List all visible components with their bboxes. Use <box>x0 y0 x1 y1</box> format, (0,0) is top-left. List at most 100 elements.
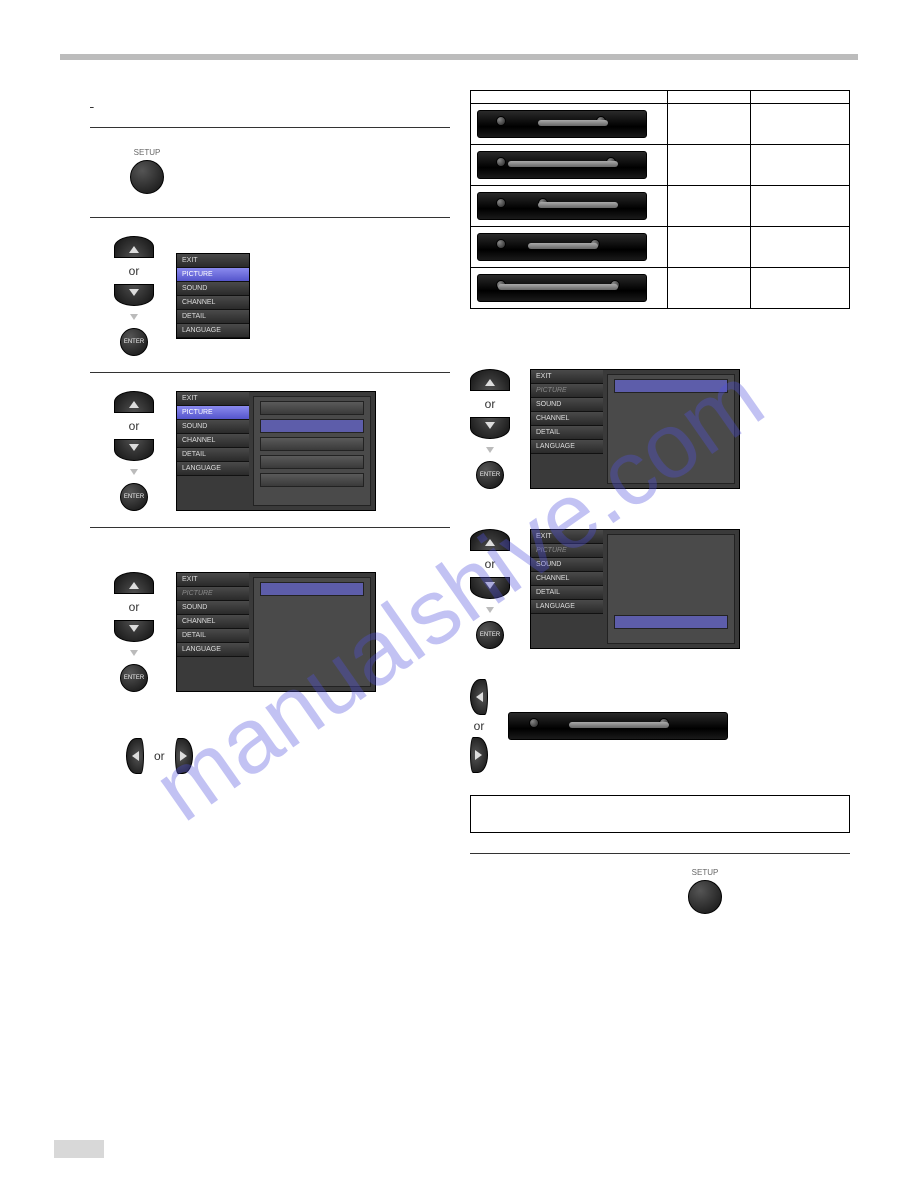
enter-button[interactable]: ENTER <box>120 328 148 356</box>
up-button[interactable] <box>470 369 510 391</box>
menu-item-detail[interactable]: DETAIL <box>177 629 249 643</box>
table-row <box>471 268 850 309</box>
menu-item-exit[interactable]: EXIT <box>531 530 603 544</box>
or-label: or <box>485 557 496 571</box>
osd-row <box>260 401 364 415</box>
up-button[interactable] <box>114 236 154 258</box>
osd-row <box>260 473 364 487</box>
separator <box>90 217 450 218</box>
setup-label: SETUP <box>130 148 164 157</box>
setup-button[interactable] <box>130 160 164 194</box>
menu-item-exit[interactable]: EXIT <box>177 254 249 268</box>
flow-arrow-icon <box>486 447 494 453</box>
table-row <box>471 104 850 145</box>
or-label: or <box>129 419 140 433</box>
left-button[interactable] <box>126 738 144 774</box>
menu-item-language[interactable]: LANGUAGE <box>177 324 249 338</box>
right-button[interactable] <box>470 737 488 773</box>
or-label: or <box>485 397 496 411</box>
menu-item-language[interactable]: LANGUAGE <box>177 462 249 476</box>
separator <box>90 527 450 528</box>
osd-row <box>614 379 728 393</box>
menu-item-exit[interactable]: EXIT <box>177 573 249 587</box>
enter-button[interactable]: ENTER <box>120 664 148 692</box>
menu-item-picture[interactable]: PICTURE <box>177 587 249 601</box>
menu-item-detail[interactable]: DETAIL <box>177 448 249 462</box>
setup-button[interactable] <box>688 880 722 914</box>
down-button[interactable] <box>470 417 510 439</box>
enter-button[interactable]: ENTER <box>476 461 504 489</box>
menu-item-channel[interactable]: CHANNEL <box>531 412 603 426</box>
menu-item-sound[interactable]: SOUND <box>531 558 603 572</box>
or-label: or <box>129 600 140 614</box>
flow-arrow-icon <box>130 469 138 475</box>
table-header <box>668 91 751 104</box>
osd-row <box>260 437 364 451</box>
flow-arrow-icon <box>130 650 138 656</box>
menu-item-exit[interactable]: EXIT <box>531 370 603 384</box>
menu-item-sound[interactable]: SOUND <box>177 420 249 434</box>
menu-item-detail[interactable]: DETAIL <box>177 310 249 324</box>
menu-item-channel[interactable]: CHANNEL <box>531 572 603 586</box>
separator <box>470 853 850 854</box>
up-button[interactable] <box>114 572 154 594</box>
slider-bar <box>508 712 728 740</box>
main-menu: EXIT PICTURE SOUND CHANNEL DETAIL LANGUA… <box>176 253 250 339</box>
slider-bar <box>477 233 647 261</box>
osd-screen: EXIT PICTURE SOUND CHANNEL DETAIL LANGUA… <box>530 369 740 489</box>
menu-item-channel[interactable]: CHANNEL <box>177 296 249 310</box>
or-label: or <box>474 719 485 733</box>
osd-row <box>614 615 728 629</box>
or-label: or <box>129 264 140 278</box>
up-button[interactable] <box>470 529 510 551</box>
nav-up-down: or ENTER <box>114 391 154 511</box>
slider-bar <box>477 151 647 179</box>
osd-screen: EXIT PICTURE SOUND CHANNEL DETAIL LANGUA… <box>176 391 376 511</box>
menu-item-channel[interactable]: CHANNEL <box>177 615 249 629</box>
slider-bar <box>477 192 647 220</box>
osd-row <box>260 582 364 596</box>
menu-item-sound[interactable]: SOUND <box>177 282 249 296</box>
enter-button[interactable]: ENTER <box>476 621 504 649</box>
down-button[interactable] <box>114 284 154 306</box>
down-button[interactable] <box>114 439 154 461</box>
menu-item-picture[interactable]: PICTURE <box>177 268 249 282</box>
menu-item-detail[interactable]: DETAIL <box>531 586 603 600</box>
menu-item-exit[interactable]: EXIT <box>177 392 249 406</box>
down-button[interactable] <box>470 577 510 599</box>
table-row <box>471 186 850 227</box>
setup-label: SETUP <box>560 868 850 877</box>
flow-arrow-icon <box>486 607 494 613</box>
menu-item-picture[interactable]: PICTURE <box>177 406 249 420</box>
nav-up-down: or ENTER <box>114 236 154 356</box>
slider-bar <box>477 110 647 138</box>
separator <box>90 372 450 373</box>
osd-screen: EXIT PICTURE SOUND CHANNEL DETAIL LANGUA… <box>176 572 376 692</box>
menu-item-language[interactable]: LANGUAGE <box>177 643 249 657</box>
right-button[interactable] <box>175 738 193 774</box>
table-header <box>471 91 668 104</box>
page-number <box>54 1140 104 1158</box>
menu-item-channel[interactable]: CHANNEL <box>177 434 249 448</box>
menu-item-picture[interactable]: PICTURE <box>531 384 603 398</box>
menu-item-language[interactable]: LANGUAGE <box>531 440 603 454</box>
osd-screen: EXIT PICTURE SOUND CHANNEL DETAIL LANGUA… <box>530 529 740 649</box>
nav-left-right: or <box>470 679 488 773</box>
note-box <box>470 795 850 833</box>
menu-item-sound[interactable]: SOUND <box>531 398 603 412</box>
section-title <box>90 94 450 109</box>
up-button[interactable] <box>114 391 154 413</box>
down-button[interactable] <box>114 620 154 642</box>
enter-button[interactable]: ENTER <box>120 483 148 511</box>
table-row <box>471 227 850 268</box>
separator <box>90 127 450 128</box>
menu-item-picture[interactable]: PICTURE <box>531 544 603 558</box>
menu-item-sound[interactable]: SOUND <box>177 601 249 615</box>
menu-item-language[interactable]: LANGUAGE <box>531 600 603 614</box>
adjustment-table <box>470 90 850 309</box>
flow-arrow-icon <box>130 314 138 320</box>
left-button[interactable] <box>470 679 488 715</box>
table-row <box>471 145 850 186</box>
top-rule <box>60 54 858 60</box>
menu-item-detail[interactable]: DETAIL <box>531 426 603 440</box>
